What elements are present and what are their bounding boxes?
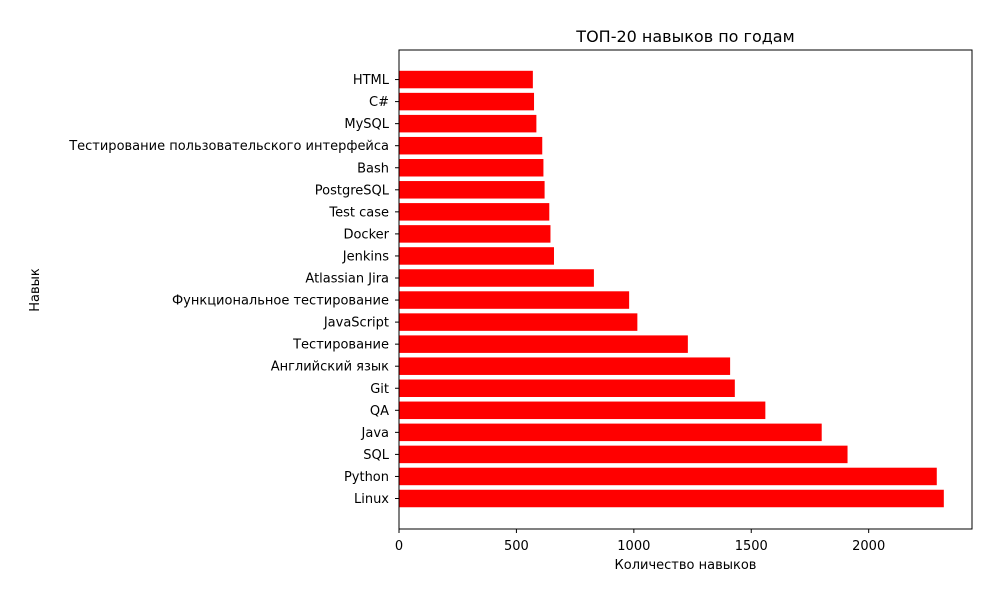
bar bbox=[399, 379, 735, 397]
bar bbox=[399, 313, 638, 331]
bars-group bbox=[399, 70, 944, 508]
bar bbox=[399, 335, 688, 353]
x-tick-label: 500 bbox=[504, 539, 529, 554]
y-tick-label: Python bbox=[344, 470, 389, 485]
bar bbox=[399, 445, 848, 464]
bar bbox=[399, 114, 537, 133]
y-tick-label: HTML bbox=[353, 73, 390, 88]
x-tick-label: 1500 bbox=[735, 539, 768, 554]
bar bbox=[399, 423, 822, 442]
y-tick-label: Тестирование пользовательского интерфейс… bbox=[68, 139, 389, 154]
plot-frame bbox=[398, 49, 973, 530]
x-tick-label: 0 bbox=[395, 539, 403, 554]
bar bbox=[399, 225, 551, 243]
bar bbox=[399, 247, 554, 265]
y-tick-label: SQL bbox=[363, 448, 389, 463]
y-ticks-group: Linux Python SQL Java QA Git Английский язык Те… bbox=[68, 73, 399, 507]
y-tick-label: Функциональное тестирование bbox=[172, 294, 389, 309]
bar bbox=[399, 291, 630, 309]
y-tick-label: Linux bbox=[354, 492, 389, 507]
y-tick-label: Английский язык bbox=[271, 360, 389, 375]
y-tick-label: Java bbox=[361, 426, 389, 441]
bar bbox=[399, 203, 550, 221]
bar bbox=[399, 181, 545, 199]
x-axis-title: Количество навыков bbox=[615, 558, 757, 573]
bar bbox=[399, 269, 594, 287]
y-tick-label: JavaScript bbox=[323, 316, 389, 331]
y-tick-label: Jenkins bbox=[342, 249, 389, 264]
bar bbox=[399, 136, 543, 155]
y-tick-label: Atlassian Jira bbox=[305, 272, 389, 287]
y-tick-label: Git bbox=[370, 382, 389, 397]
y-tick-label: C# bbox=[369, 95, 389, 110]
y-tick-label: Docker bbox=[343, 227, 389, 242]
x-tick-label: 1000 bbox=[617, 539, 650, 554]
y-tick-label: QA bbox=[370, 404, 389, 419]
y-tick-label: Тестирование bbox=[292, 338, 389, 353]
y-axis-title: Навык bbox=[28, 268, 43, 312]
bar bbox=[399, 401, 766, 420]
y-tick-label: Test case bbox=[328, 205, 389, 220]
chart-title: ТОП-20 навыков по годам bbox=[575, 27, 794, 46]
bar bbox=[399, 70, 533, 89]
x-ticks-group: 0 500 1000 1500 2000 bbox=[395, 529, 885, 554]
bar bbox=[399, 489, 944, 508]
bar bbox=[399, 357, 731, 375]
bar bbox=[399, 92, 535, 111]
x-tick-label: 2000 bbox=[852, 539, 885, 554]
y-tick-label: PostgreSQL bbox=[315, 183, 390, 198]
y-tick-label: MySQL bbox=[344, 117, 389, 132]
bar bbox=[399, 159, 544, 177]
bar bbox=[399, 467, 937, 486]
y-tick-label: Bash bbox=[357, 161, 389, 176]
